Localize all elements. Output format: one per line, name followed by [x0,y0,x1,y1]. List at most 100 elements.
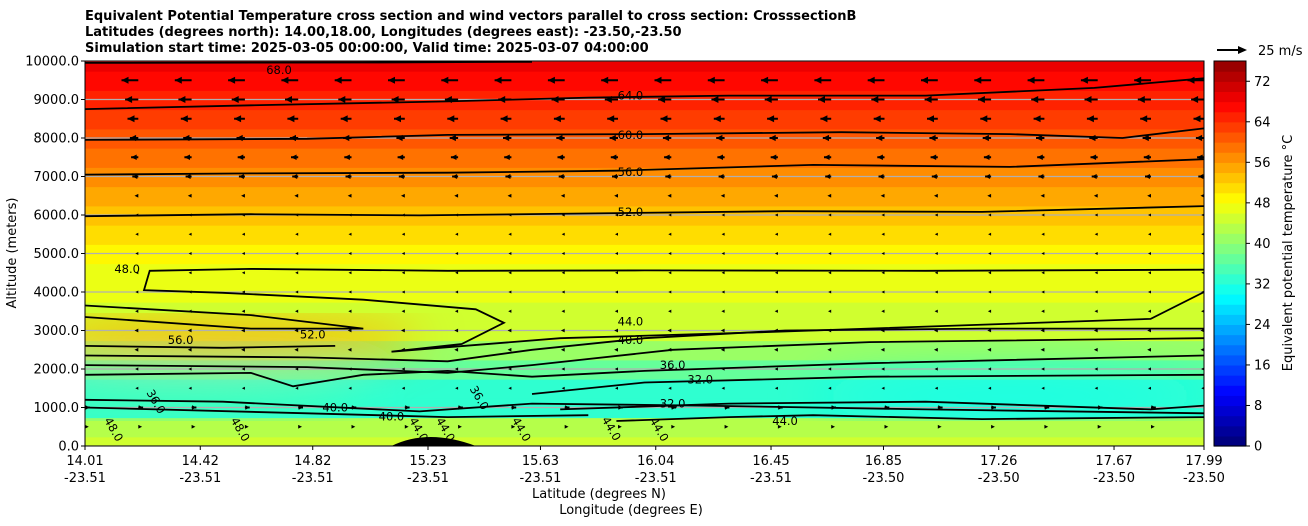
wind-vector-head [292,174,298,179]
wind-vector [774,193,778,198]
wind-vector [348,309,352,313]
wind-vector [721,232,725,236]
wind-vector-head [614,193,618,198]
wind-vector-head [1148,252,1151,255]
wind-vector [295,386,299,390]
wind-vector [1201,232,1204,236]
wind-vector [881,367,885,371]
wind-vector-head [405,405,410,410]
wind-vector [1033,115,1045,123]
wind-vector-head [615,271,618,275]
colorbar-tick-label: 56 [1254,156,1271,171]
wind-vector [721,386,725,390]
wind-vector [285,96,299,103]
wind-vector [934,252,938,255]
wind-vector-head [241,271,245,275]
wind-vector [244,405,250,410]
wind-vector [508,386,512,390]
wind-vector-head [85,424,89,429]
wind-vector-head [401,328,405,333]
wind-vector [1147,367,1151,371]
axes: 0.0 1000.0 2000.0 3000.0 4000.0 5000.0 6000.0 7… [25,55,1225,487]
wind-vector [564,424,569,429]
contour-label: 40.0 [322,401,348,415]
wind-vector-head [180,115,188,123]
wind-vector-head [988,271,992,275]
wind-vector [1148,386,1151,390]
wind-vector [183,134,192,142]
wind-vector [351,424,356,429]
contour-label: 68.0 [266,63,292,77]
wind-vector-head [184,154,190,161]
colorbar-segment [1214,273,1246,285]
wind-vector [441,76,459,84]
wind-vector-head [985,174,991,179]
wind-vector [767,115,778,123]
wind-vector-head [884,405,890,410]
wind-vector-head [1147,347,1151,352]
wind-vector-head [774,193,778,198]
wind-vector-head [441,76,449,84]
wind-vector [174,76,192,84]
wind-vector [828,232,832,236]
wind-vector [929,134,938,142]
wind-vector [1041,309,1045,313]
wind-vector-head [614,347,618,352]
wind-vector [1041,386,1045,390]
wind-vector-head [721,367,725,371]
wind-vector-head [564,424,569,429]
wind-vector-head [934,232,938,236]
wind-vector [188,213,192,217]
wind-vector [558,174,565,179]
wind-vector-head [298,424,302,429]
wind-vector [1093,328,1098,333]
wind-vector-head [340,115,348,123]
wind-vector [294,193,299,198]
wind-vector [452,174,459,179]
wind-vector [237,154,245,161]
wind-vector-head [401,347,405,352]
wind-vector-head [1197,154,1203,161]
wind-vector [614,328,618,333]
wind-vector-head [980,115,988,123]
wind-vector [504,154,512,161]
contour-label-group: 52.0 [300,327,326,341]
wind-vector-head [614,309,618,313]
wind-vector [828,386,832,390]
wind-vector [764,96,778,103]
wind-vector [720,347,725,352]
wind-vector [825,174,832,179]
wind-vector-head [614,328,618,333]
wind-vector [614,347,618,352]
wind-vector [68,77,85,84]
wind-vector-head [921,76,928,84]
wind-vector [934,328,938,333]
wind-vector [1143,154,1151,161]
wind-vector [1204,425,1208,429]
wind-vector-head [615,252,618,255]
wind-vector-head [388,76,395,84]
wind-vector-head [1147,367,1151,371]
wind-vector [298,405,303,410]
wind-vector-head [455,213,459,217]
wind-vector-head [774,309,778,313]
colorbar-segment [1214,61,1246,72]
wind-vector-head [668,290,672,294]
wind-vector [401,232,405,236]
wind-vector-head [135,290,139,294]
wind-vector [604,96,618,103]
wind-vector [667,328,672,333]
colorbar-segment [1214,385,1246,396]
contour-label-group: 44.0 [772,414,798,428]
wind-vector [178,96,192,103]
wind-vector [508,232,512,236]
contour-line [85,127,1204,141]
x-tick-label-lat: 16.85 [865,454,902,469]
wind-vector-head [192,405,197,410]
wind-vector [610,154,618,161]
wind-vector-head [725,405,730,410]
wind-vector-head [561,252,565,255]
wind-vector-head [761,76,769,84]
wind-vector-head [927,115,934,123]
contour-label: 56.0 [618,165,644,179]
